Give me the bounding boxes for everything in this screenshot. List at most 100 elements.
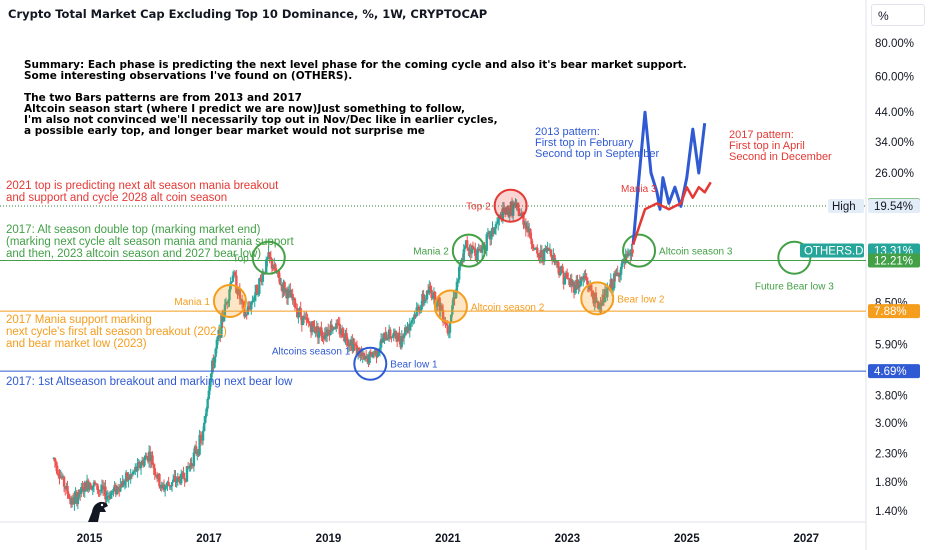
annotation-line: Second top in September [535, 148, 659, 160]
candle-body [599, 303, 602, 306]
candle-body [317, 331, 321, 338]
candle-body [502, 207, 506, 212]
candle-body [305, 317, 308, 319]
candle-body [412, 317, 415, 320]
annotation-line: 2017 pattern: [729, 129, 794, 141]
candle-body [501, 207, 505, 221]
candle-body [203, 422, 206, 431]
candle-body [440, 305, 444, 310]
candle-body [198, 435, 201, 455]
candle-body [240, 299, 244, 302]
x-tick-label: 2023 [555, 533, 581, 545]
candle-body [286, 290, 290, 299]
candle-body [99, 490, 103, 492]
candle-body [220, 314, 223, 338]
candle-body [143, 459, 146, 466]
candle-body [613, 273, 616, 289]
candle-body [209, 373, 213, 383]
candle-body [228, 289, 231, 301]
candle-body [457, 266, 461, 280]
candle-body [514, 204, 517, 206]
candle-body [447, 332, 451, 334]
candle-body [409, 322, 413, 324]
candle-body [234, 272, 237, 276]
candle-body [466, 240, 469, 249]
annotation-line: First top in April [729, 140, 805, 152]
candle-body [289, 289, 292, 298]
candle-body [422, 293, 425, 304]
candle-body [54, 461, 58, 466]
candle-body [617, 272, 621, 277]
summary-line: Some interesting observations I've found… [24, 70, 353, 82]
y-tick-label: 80.00% [875, 38, 914, 50]
candle-body [563, 277, 567, 285]
candle-body [438, 297, 441, 312]
candle-body [476, 249, 479, 261]
candle-body [585, 278, 588, 281]
candle-body [265, 259, 268, 273]
candle-body [572, 281, 576, 293]
price-tag-value: 4.69% [874, 366, 907, 378]
candle-body [368, 352, 371, 364]
circle-label: Mania 1 [174, 297, 210, 308]
candle-body [194, 446, 198, 454]
candle-body [172, 479, 175, 483]
candle-body [537, 253, 540, 257]
candle-body [495, 223, 499, 225]
candle-body [169, 486, 173, 488]
candle-body [400, 335, 403, 348]
candle-body [586, 280, 590, 287]
candle-body [227, 300, 230, 304]
y-tick-label: 3.00% [875, 418, 908, 430]
circle-label: Future Bear low 3 [755, 282, 834, 293]
x-tick-label: 2025 [674, 533, 700, 545]
candle-body [312, 321, 315, 327]
candle-body [205, 408, 208, 417]
candle-body [385, 337, 389, 341]
candle-body [389, 329, 392, 338]
annotation-line: Second in December [729, 151, 832, 163]
axis-frame [0, 0, 867, 550]
candle-body [521, 212, 524, 216]
candle-body [471, 245, 475, 250]
candle-body [130, 474, 134, 476]
candle-body [441, 309, 445, 323]
candle-body [452, 297, 455, 306]
circle-marker [353, 346, 388, 381]
candle-body [559, 272, 562, 276]
price-tag [868, 253, 920, 268]
candle-body [129, 474, 132, 479]
unit-button[interactable]: % [871, 4, 925, 26]
candle-body [163, 487, 167, 491]
candle-body [167, 482, 170, 486]
candle-body [320, 327, 323, 336]
candle-body [138, 462, 142, 468]
candle-body [204, 416, 207, 423]
candle-body [436, 299, 439, 307]
y-tick-label: 34.00% [875, 137, 914, 149]
candle-body [463, 245, 467, 250]
candle-body [132, 471, 136, 473]
candle-body [615, 272, 618, 276]
candle-body [579, 277, 583, 286]
circle-marker [251, 240, 286, 275]
candle-body [238, 288, 242, 300]
candle-body [459, 264, 462, 267]
annotation-line: 2017: Alt season double top (marking mar… [6, 224, 261, 236]
annotation-line: (marking next cycle alt season mania and… [6, 236, 294, 248]
candle-body [333, 328, 337, 330]
candle-body [382, 337, 385, 343]
candle-body [256, 293, 260, 295]
candle-body [600, 305, 603, 307]
x-tick-label: 2021 [435, 533, 461, 545]
circle-label: Top 2 [466, 202, 491, 213]
candle-body [115, 486, 119, 495]
candle-body [261, 273, 264, 282]
price-tags: 19.65%19.54%High13.31%OTHERS.D12.21%7.88… [800, 198, 920, 379]
candle-body [104, 486, 107, 500]
candle-body [224, 302, 228, 305]
candle-body [242, 301, 245, 305]
candle-body [269, 257, 273, 259]
